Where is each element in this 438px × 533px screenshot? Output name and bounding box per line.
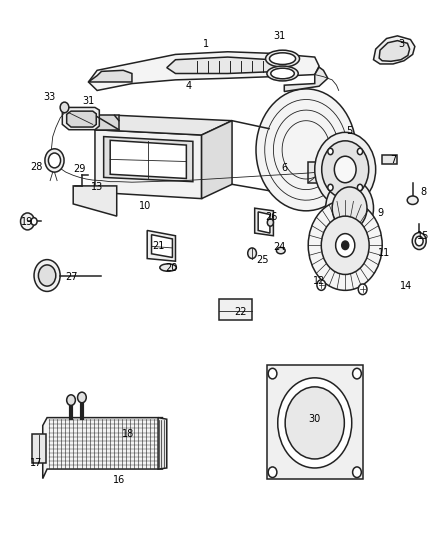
Circle shape: [248, 248, 256, 259]
Circle shape: [67, 395, 75, 406]
Text: 5: 5: [346, 126, 353, 136]
Text: 9: 9: [377, 208, 383, 219]
Circle shape: [48, 153, 60, 168]
Polygon shape: [110, 140, 186, 179]
Circle shape: [268, 467, 277, 478]
Text: 11: 11: [378, 248, 391, 259]
Polygon shape: [104, 136, 193, 182]
Polygon shape: [158, 418, 167, 469]
Polygon shape: [88, 52, 319, 91]
Circle shape: [268, 368, 277, 379]
Polygon shape: [67, 111, 96, 127]
Text: 24: 24: [274, 243, 286, 253]
Text: 29: 29: [74, 165, 86, 174]
Bar: [219, 300, 252, 319]
Text: 27: 27: [65, 272, 77, 282]
Text: 15: 15: [417, 231, 430, 241]
Circle shape: [357, 148, 363, 155]
Text: 28: 28: [30, 162, 42, 172]
Text: 22: 22: [234, 306, 247, 317]
Text: 30: 30: [309, 414, 321, 424]
Polygon shape: [95, 115, 232, 135]
Polygon shape: [95, 115, 119, 130]
Circle shape: [415, 236, 423, 246]
Circle shape: [325, 179, 374, 237]
Polygon shape: [201, 120, 232, 199]
Text: 14: 14: [400, 281, 412, 291]
Circle shape: [334, 156, 356, 183]
Text: 17: 17: [30, 458, 42, 467]
Polygon shape: [88, 70, 132, 82]
Circle shape: [328, 184, 333, 191]
Polygon shape: [152, 235, 173, 257]
Circle shape: [39, 265, 56, 286]
Circle shape: [21, 213, 35, 230]
Text: 26: 26: [265, 212, 277, 222]
Ellipse shape: [276, 247, 285, 254]
Circle shape: [256, 89, 356, 211]
Circle shape: [78, 392, 86, 403]
Circle shape: [336, 233, 355, 257]
Polygon shape: [147, 230, 176, 261]
Circle shape: [357, 184, 363, 191]
Ellipse shape: [407, 196, 418, 205]
Text: 13: 13: [91, 182, 103, 192]
Circle shape: [317, 280, 325, 290]
Circle shape: [358, 284, 367, 295]
Ellipse shape: [267, 66, 298, 81]
Text: 18: 18: [121, 429, 134, 439]
Text: 20: 20: [165, 263, 177, 272]
Circle shape: [267, 219, 273, 226]
Text: 25: 25: [256, 255, 269, 264]
Circle shape: [322, 141, 369, 198]
Text: 10: 10: [139, 200, 151, 211]
Circle shape: [328, 148, 333, 155]
Text: 33: 33: [43, 92, 55, 102]
Circle shape: [45, 149, 64, 172]
Bar: [267, 365, 363, 479]
Polygon shape: [62, 108, 99, 130]
Text: 7: 7: [390, 156, 396, 165]
Bar: [382, 155, 397, 164]
Circle shape: [353, 467, 361, 478]
Ellipse shape: [265, 50, 300, 67]
Polygon shape: [73, 186, 117, 216]
Text: 6: 6: [281, 164, 287, 173]
Bar: [32, 433, 46, 463]
Ellipse shape: [160, 264, 177, 271]
Text: 8: 8: [420, 187, 427, 197]
Circle shape: [278, 378, 352, 468]
Ellipse shape: [271, 68, 294, 79]
Circle shape: [285, 387, 344, 459]
Circle shape: [342, 241, 349, 249]
Text: 4: 4: [185, 81, 191, 91]
Bar: [308, 161, 334, 183]
Ellipse shape: [269, 53, 296, 64]
Circle shape: [31, 217, 37, 225]
Text: 21: 21: [152, 241, 164, 252]
Polygon shape: [284, 67, 328, 92]
Polygon shape: [374, 36, 415, 64]
Circle shape: [332, 187, 367, 229]
Circle shape: [412, 232, 426, 249]
Text: 1: 1: [203, 39, 209, 49]
Text: 31: 31: [274, 31, 286, 41]
Circle shape: [34, 260, 60, 292]
Text: 16: 16: [113, 475, 125, 484]
Circle shape: [321, 216, 369, 274]
Polygon shape: [379, 41, 410, 61]
Text: 3: 3: [399, 39, 405, 49]
Polygon shape: [254, 208, 273, 236]
Text: 12: 12: [313, 276, 325, 286]
Polygon shape: [258, 212, 270, 233]
Polygon shape: [95, 130, 201, 199]
Polygon shape: [43, 418, 162, 479]
Text: 31: 31: [82, 95, 95, 106]
Circle shape: [60, 102, 69, 113]
Circle shape: [308, 200, 382, 290]
Polygon shape: [167, 57, 284, 74]
Text: 19: 19: [21, 217, 34, 228]
Circle shape: [353, 368, 361, 379]
Circle shape: [315, 132, 376, 207]
